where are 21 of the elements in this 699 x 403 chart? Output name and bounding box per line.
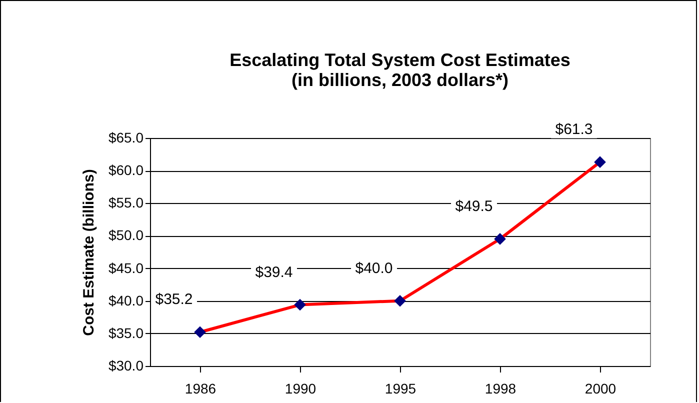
x-tick-label: 2000: [584, 380, 616, 396]
y-axis-title: Cost Estimate (billions): [80, 169, 98, 336]
data-label: $39.4: [255, 264, 293, 281]
y-tick-label: $45.0: [108, 260, 144, 276]
x-tick-label: 1998: [484, 380, 516, 396]
y-tick-label: $65.0: [108, 130, 144, 146]
x-tick-label: 1995: [384, 380, 416, 396]
y-tick-label: $60.0: [108, 162, 144, 178]
y-tick-label: $55.0: [108, 194, 144, 211]
data-label: $61.3: [555, 121, 593, 138]
text: Escalating Total System Cost Estimates: [230, 50, 570, 70]
x-tick-label: 1990: [284, 380, 316, 396]
data-label: $40.0: [355, 260, 393, 277]
y-tick-label: $35.0: [108, 324, 144, 341]
y-tick-label: $50.0: [108, 227, 144, 244]
text: (in billions, 2003 dollars*): [291, 70, 509, 90]
x-tick-label: 1986: [184, 380, 216, 396]
y-tick-label: $30.0: [108, 358, 144, 374]
y-tick-label: $40.0: [108, 292, 144, 308]
data-label: $35.2: [155, 291, 193, 308]
data-label: $49.5: [455, 198, 493, 215]
